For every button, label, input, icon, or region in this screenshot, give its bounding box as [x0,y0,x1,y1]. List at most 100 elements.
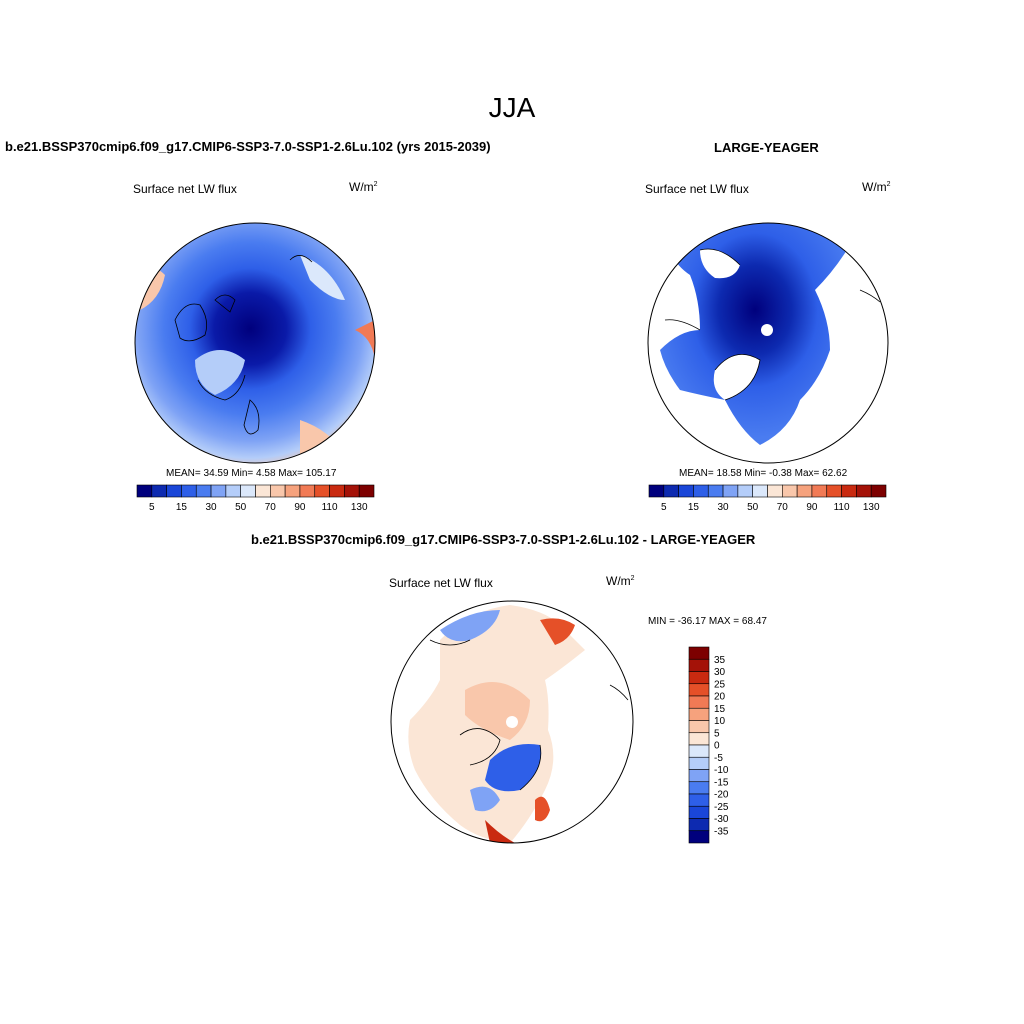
panel2-colorbar-box [752,484,768,498]
panel3-boundary [390,600,634,844]
panel2-colorbar-box [722,484,739,498]
panel2-title: LARGE-YEAGER [714,140,819,155]
panel1-colorbar-box [329,484,345,498]
panel2-colorbar-tick-label: 130 [863,502,880,513]
panel2-colorbar-box [693,484,709,498]
panel3-warm-northeast [540,618,575,645]
panel3-colorbar-tick-label: -25 [714,802,729,813]
panel2-variable-label: Surface net LW flux [645,182,749,196]
panel1-colorbar-box [181,484,197,498]
panel2-colorbar-tick-label: 110 [834,502,850,513]
panel3-colorbar-tick-label: 20 [714,692,726,703]
panel3-warm-south [485,820,515,843]
panel3-colorbar-box [688,732,710,746]
panel3-title: b.e21.BSSP370cmip6.f09_g17.CMIP6-SSP3-7.… [251,532,756,547]
panel3-colorbar-tick-label: -35 [714,826,729,837]
panel3-colorbar-box [688,658,710,672]
panel3-colorbar-tick-label: 35 [714,655,726,666]
panel1-coastlines [174,255,313,435]
panel2-colorbar-tick-label: 90 [806,502,818,513]
panel3-colorbar-box [688,805,710,819]
panel2-colorbar-tick-label: 30 [718,502,730,513]
panel3-colorbar-box [688,646,710,660]
panel3-colorbar-tick-label: -20 [714,790,729,801]
panel2-colorbar-box [856,484,872,498]
panel1-colorbar-box [284,484,301,498]
panel1-units-label: W/m2 [349,180,378,194]
panel1-colorbar-box [240,484,256,498]
panel1-colorbar-tick-label: 130 [351,502,368,513]
panel3-colorbar-box [688,707,710,721]
panel2-colorbar-tick-label: 5 [661,502,667,513]
panel1-greenland [195,350,245,395]
panel2-colorbar-box [870,484,887,498]
panel3-cold-core [485,744,541,792]
panel2-colorbar-box [826,484,842,498]
panel1-light-patch [300,255,345,300]
panel1-field [135,223,375,463]
panel2-colorbar-box [841,484,857,498]
panel3-colorbar-tick-label: -15 [714,777,729,788]
panel3-colorbar-box [688,818,710,832]
panel3-colorbar-box [688,769,710,783]
panel1-colorbar-box [151,484,167,498]
panel2-colorbar-tick-label: 50 [747,502,759,513]
panel3-variable-label: Surface net LW flux [389,576,493,590]
panel3-colorbar-tick-label: -5 [714,753,723,764]
panel3-colorbar-tick-label: 0 [714,741,720,752]
panel2-boundary [647,222,889,464]
panel1-colorbar-tick-label: 70 [265,502,277,513]
panel1-colorbar-box [299,484,316,498]
panel1-colorbar-tick-label: 110 [322,502,338,513]
panel3-colorbar-box [688,720,710,734]
panel1-colorbar: 5 15 30 50 70 90 110 130 [136,484,375,513]
panel3-colorbar-box [688,683,710,697]
panel1-colorbar-box [358,484,375,498]
panel1-colorbar-tick-label: 90 [294,502,306,513]
panel1-stats: MEAN= 34.59 Min= 4.58 Max= 105.17 [166,468,337,479]
panel2-units-label: W/m2 [862,180,891,194]
panel2-colorbar: 5 15 30 50 70 90 110 130 [648,484,887,513]
panel2-map [647,222,889,464]
panel2-greenland-land [713,354,760,400]
panel3-colorbar-box [688,744,710,758]
panel3-pole-hole [506,716,518,728]
panel3-colorbar-tick-label: 10 [714,716,726,727]
panel3-colorbar-tick-label: 15 [714,704,726,715]
panel3-colorbar-tick-label: -30 [714,814,729,825]
panel3-colorbar-tick-label: 25 [714,679,726,690]
panel1-colorbar-tick-label: 15 [176,502,188,513]
panel3-colorbar-tick-label: 30 [714,667,726,678]
panel2-colorbar-tick-label: 70 [777,502,789,513]
panel3-colorbar-box [688,695,710,709]
panel1-colorbar-box [136,484,153,498]
panel1-map [134,222,376,464]
panel3-colorbar-tick-label: 5 [714,728,720,739]
season-title: JJA [488,92,536,123]
panel1-colorbar-box [270,484,286,498]
panel2-colorbar-box [707,484,724,498]
panel2-colorbar-box [782,484,798,498]
panel2-colorbar-box [811,484,828,498]
panel2-land-patch [700,249,740,279]
panel1-colorbar-box [166,484,182,498]
panel1-colorbar-box [195,484,212,498]
panel3-map [390,600,634,844]
panel3-units-label: W/m2 [606,574,635,588]
panel3-cold-north [440,610,500,642]
panel1-colorbar-box [255,484,271,498]
panel3-colorbar-box [688,781,710,795]
panel1-colorbar-box [314,484,330,498]
panel3-colorbar-tick-label: -10 [714,765,729,776]
panel2-colorbar-tick-label: 15 [688,502,700,513]
panel3-warm-southeast [535,796,550,822]
panel2-stats: MEAN= 18.58 Min= -0.38 Max= 62.62 [679,468,848,479]
panel1-title: b.e21.BSSP370cmip6.f09_g17.CMIP6-SSP3-7.… [5,139,491,154]
panel2-coastlines [664,248,881,401]
panel3-cold-patch [470,786,500,812]
panel2-colorbar-box [737,484,753,498]
panel2-colorbar-box [648,484,665,498]
